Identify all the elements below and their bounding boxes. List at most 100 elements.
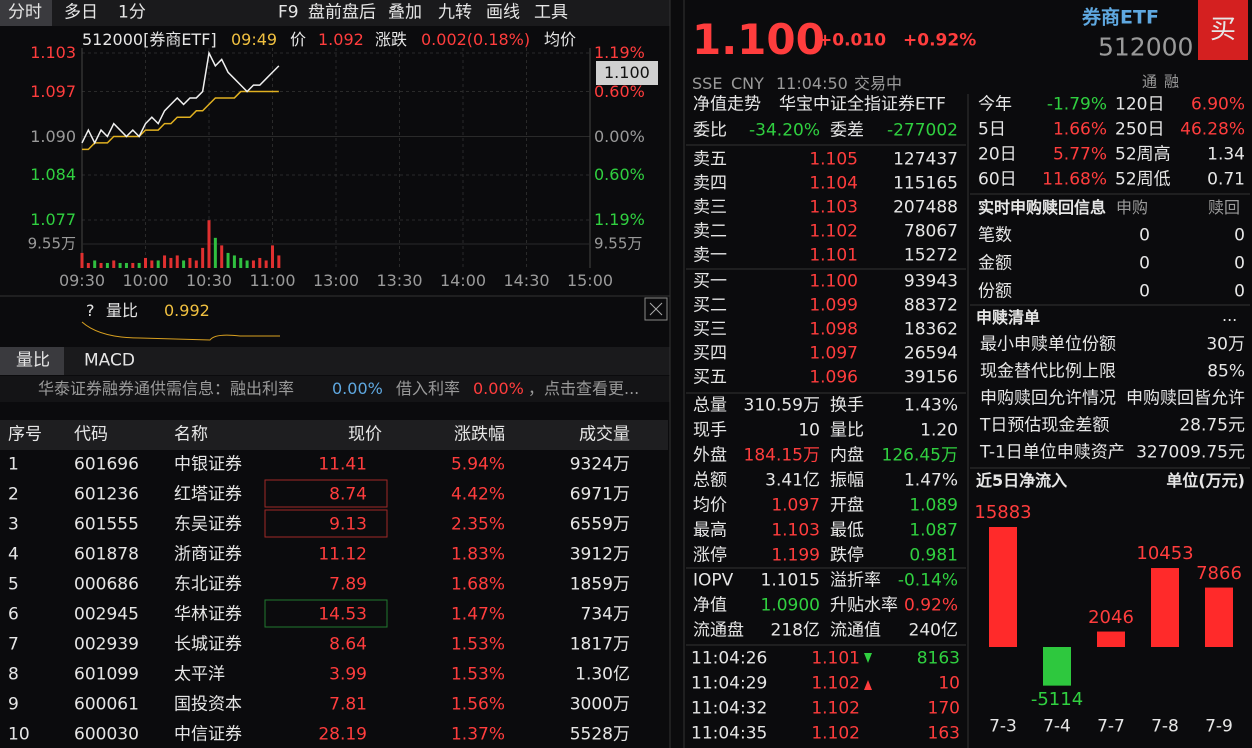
toolbar-tab[interactable]: 叠加	[388, 2, 422, 23]
table-header: 名称	[174, 424, 208, 445]
inflow-bar	[989, 527, 1017, 647]
text: 份额	[978, 281, 1012, 302]
info-bg	[0, 376, 670, 402]
volume-bar	[118, 262, 122, 268]
volume-bar	[207, 220, 211, 268]
toolbar-tab[interactable]: 多日	[64, 2, 98, 23]
text: 120日	[1115, 94, 1165, 115]
volume-bar	[86, 262, 90, 268]
text: 0.981	[909, 545, 958, 566]
text: 1.47%	[903, 470, 958, 491]
text: 1.101	[809, 245, 858, 266]
text: 卖二	[693, 221, 727, 242]
table-cell: 7.81	[329, 694, 367, 715]
volume-bar	[182, 260, 186, 268]
y-tick-label: 1.097	[30, 81, 76, 101]
toolbar-tab[interactable]: 分时	[8, 2, 42, 23]
table-cell: 601878	[74, 544, 139, 565]
table-header: 序号	[8, 424, 42, 445]
toolbar-tab[interactable]: 九转	[438, 2, 472, 23]
volume-tick-label: 9.55万	[594, 234, 643, 253]
y2-tick-label: 0.60%	[594, 81, 645, 101]
toolbar-tab[interactable]: 工具	[534, 2, 568, 23]
table-cell: 8.64	[329, 634, 367, 655]
x-tick-label: 11:00	[249, 271, 296, 290]
toolbar-tab[interactable]: 盘前盘后	[308, 2, 376, 23]
inflow-bar	[1205, 587, 1233, 647]
table-cell: 3000万	[569, 694, 630, 715]
text: 52周高	[1115, 144, 1171, 165]
text: 价	[290, 30, 307, 49]
table-header: 代码	[74, 424, 108, 445]
table-cell: 2	[8, 484, 19, 505]
table-cell: 7	[8, 634, 19, 655]
text: 0.00%	[473, 379, 524, 398]
toolbar-tab[interactable]: F9	[278, 2, 299, 23]
volume-bar	[201, 247, 205, 268]
table-cell: 11.12	[318, 544, 367, 565]
buy-button-bg[interactable]	[1198, 0, 1248, 60]
inflow-category: 7-8	[1151, 716, 1179, 737]
table-cell: 红塔证券	[174, 484, 242, 505]
table-cell: 600030	[74, 724, 139, 745]
text: 8163	[916, 648, 960, 669]
text: 总量	[693, 395, 727, 416]
text: 5日	[978, 119, 1006, 140]
buy-button[interactable]: 买	[1210, 15, 1237, 45]
text: 最低	[830, 520, 864, 541]
table-cell: 5.94%	[450, 454, 505, 475]
table-cell: 1.30亿	[575, 664, 630, 685]
volume-bar	[220, 245, 224, 268]
toolbar-tab[interactable]: 1分	[118, 2, 146, 23]
text: T日预估现金差额	[980, 415, 1110, 436]
table-cell: 太平洋	[174, 664, 225, 685]
x-tick-label: 15:00	[566, 271, 614, 290]
flash-box	[264, 599, 388, 628]
active-indicator	[0, 347, 64, 375]
text: 1.43%	[903, 395, 958, 416]
text: 净值走势	[693, 94, 761, 115]
table-cell: 1.53%	[450, 664, 505, 685]
text: 最高	[693, 520, 727, 541]
volume-bar	[150, 260, 154, 268]
text: 借入利率	[396, 379, 461, 398]
table-head-bg	[0, 420, 668, 450]
table-cell: 8.74	[329, 484, 367, 505]
table-cell: 11.41	[318, 454, 367, 475]
text: 1.097	[809, 343, 858, 364]
table-cell: 002945	[74, 604, 139, 625]
table-cell: 东吴证券	[174, 514, 242, 535]
text: 3.41亿	[765, 470, 820, 491]
ratio-line	[81, 321, 280, 341]
text: 78067	[903, 221, 958, 242]
text: 93943	[903, 271, 958, 292]
text: 外盘	[693, 445, 727, 466]
text: 1.092	[318, 30, 364, 49]
close-icon[interactable]	[649, 302, 663, 316]
toolbar-bg	[0, 0, 670, 26]
x-tick-label: 13:30	[376, 271, 423, 290]
text: 28.75元	[1179, 415, 1245, 436]
text: 1.199	[771, 545, 820, 566]
volume-bar	[239, 257, 243, 268]
inflow-category: 7-9	[1205, 716, 1233, 737]
table-cell: 3	[8, 514, 19, 535]
y-tick-label: 1.084	[30, 165, 76, 185]
volume-bar	[105, 262, 109, 268]
text: 实时申购赎回信息	[978, 198, 1107, 217]
toolbar-tab[interactable]: 画线	[486, 2, 520, 23]
table-cell: 601555	[74, 514, 139, 535]
x-tick-label: 10:30	[185, 271, 233, 290]
y-tick-label: 1.090	[30, 126, 76, 146]
tab: 量比	[16, 350, 50, 371]
text: 0.992	[164, 301, 210, 320]
table-cell: 14.53	[318, 604, 367, 625]
price-tag: 1.100	[604, 63, 650, 82]
close-box[interactable]	[644, 297, 668, 321]
table-cell: 000686	[74, 574, 139, 595]
y-tick-label: 1.103	[30, 43, 76, 62]
inflow-label: 15883	[974, 502, 1032, 523]
down-arrow	[864, 653, 872, 663]
table-cell: 601099	[74, 664, 139, 685]
